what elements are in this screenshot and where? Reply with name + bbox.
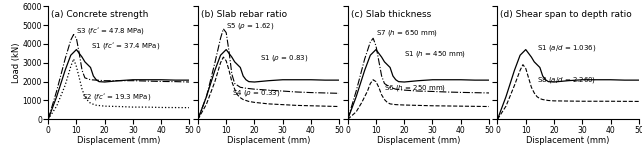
Text: S1 ($\it{fc}$’ = 37.4 MPa): S1 ($\it{fc}$’ = 37.4 MPa) [91, 40, 160, 51]
Text: S5 ($\it{\rho}$ = 1.62): S5 ($\it{\rho}$ = 1.62) [226, 21, 275, 31]
Text: S4 ($\it{\rho}$ = 0.33): S4 ($\it{\rho}$ = 0.33) [232, 88, 280, 98]
Text: S3 ($\it{fc}$’ = 47.8 MPa): S3 ($\it{fc}$’ = 47.8 MPa) [76, 25, 146, 36]
Text: (b) Slab rebar ratio: (b) Slab rebar ratio [201, 10, 287, 19]
X-axis label: Displacement (mm): Displacement (mm) [77, 136, 160, 145]
Text: S2 ($\it{fc}$’ = 19.3 MPa): S2 ($\it{fc}$’ = 19.3 MPa) [82, 91, 152, 102]
Text: S1 ($\it{\rho}$ = 0.83): S1 ($\it{\rho}$ = 0.83) [260, 53, 308, 63]
X-axis label: Displacement (mm): Displacement (mm) [227, 136, 310, 145]
Text: (d) Shear span to depth ratio: (d) Shear span to depth ratio [500, 10, 632, 19]
Text: S6 ($\it{h}$ = 250 mm): S6 ($\it{h}$ = 250 mm) [385, 83, 446, 93]
Text: (c) Slab thickness: (c) Slab thickness [351, 10, 431, 19]
X-axis label: Displacement (mm): Displacement (mm) [377, 136, 460, 145]
Text: S1 ($\it{a/d}$ = 1.036): S1 ($\it{a/d}$ = 1.036) [537, 43, 596, 53]
Y-axis label: Load (kN): Load (kN) [12, 42, 21, 83]
Text: S8 ($\it{a/d}$ = 2.260): S8 ($\it{a/d}$ = 2.260) [537, 75, 596, 85]
Text: S1 ($\it{h}$ = 450 mm): S1 ($\it{h}$ = 450 mm) [404, 49, 466, 59]
Text: (a) Concrete strength: (a) Concrete strength [51, 10, 148, 19]
X-axis label: Displacement (mm): Displacement (mm) [526, 136, 610, 145]
Text: S7 ($\it{h}$ = 650 mm): S7 ($\it{h}$ = 650 mm) [376, 28, 438, 38]
